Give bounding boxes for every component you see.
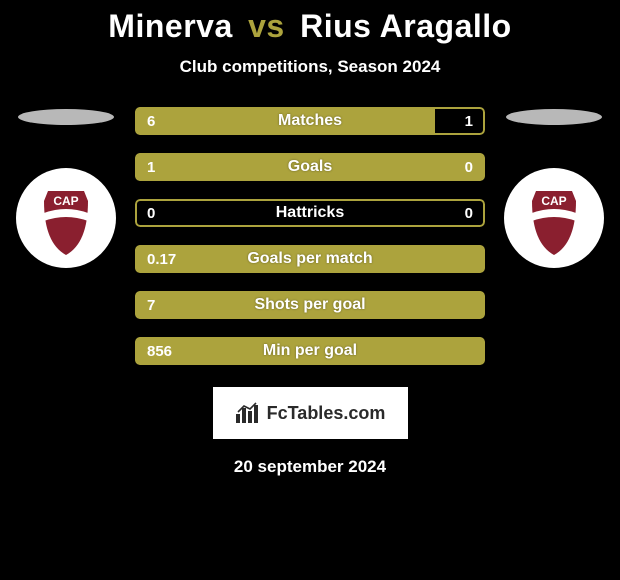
date-text: 20 september 2024 xyxy=(0,457,620,477)
player1-name: Minerva xyxy=(108,8,232,44)
bar-label: Shots per goal xyxy=(135,291,485,319)
stat-bars: 61Matches 10Goals 00Hattricks 0.17Goals per… xyxy=(135,107,485,365)
shadow-icon xyxy=(504,107,604,127)
shield-icon: CAP xyxy=(504,163,604,273)
subtitle: Club competitions, Season 2024 xyxy=(0,57,620,77)
svg-text:CAP: CAP xyxy=(541,194,566,208)
stat-bar-row: 856Min per goal xyxy=(135,337,485,365)
bar-label: Matches xyxy=(135,107,485,135)
left-badge-col: CAP xyxy=(11,107,121,273)
bar-label: Min per goal xyxy=(135,337,485,365)
chart-icon xyxy=(235,402,261,424)
infographic-container: Minerva vs Rius Aragallo Club competitio… xyxy=(0,0,620,580)
shadow-icon xyxy=(16,107,116,127)
right-club-badge: CAP xyxy=(504,163,604,273)
right-badge-col: CAP xyxy=(499,107,609,273)
bar-label: Goals xyxy=(135,153,485,181)
stat-bar-row: 0.17Goals per match xyxy=(135,245,485,273)
stat-bar-row: 10Goals xyxy=(135,153,485,181)
svg-text:CAP: CAP xyxy=(53,194,78,208)
bar-label: Hattricks xyxy=(135,199,485,227)
player2-name: Rius Aragallo xyxy=(300,8,512,44)
main-row: CAP 61Matches 10Goals 00Hattricks 0.17Goals… xyxy=(0,107,620,365)
left-club-badge: CAP xyxy=(16,163,116,273)
page-title: Minerva vs Rius Aragallo xyxy=(0,0,620,45)
stat-bar-row: 61Matches xyxy=(135,107,485,135)
logo-text: FcTables.com xyxy=(267,403,386,424)
stat-bar-row: 00Hattricks xyxy=(135,199,485,227)
shield-icon: CAP xyxy=(16,163,116,273)
vs-text: vs xyxy=(248,8,285,44)
fctables-logo: FcTables.com xyxy=(213,387,408,439)
bar-label: Goals per match xyxy=(135,245,485,273)
stat-bar-row: 7Shots per goal xyxy=(135,291,485,319)
